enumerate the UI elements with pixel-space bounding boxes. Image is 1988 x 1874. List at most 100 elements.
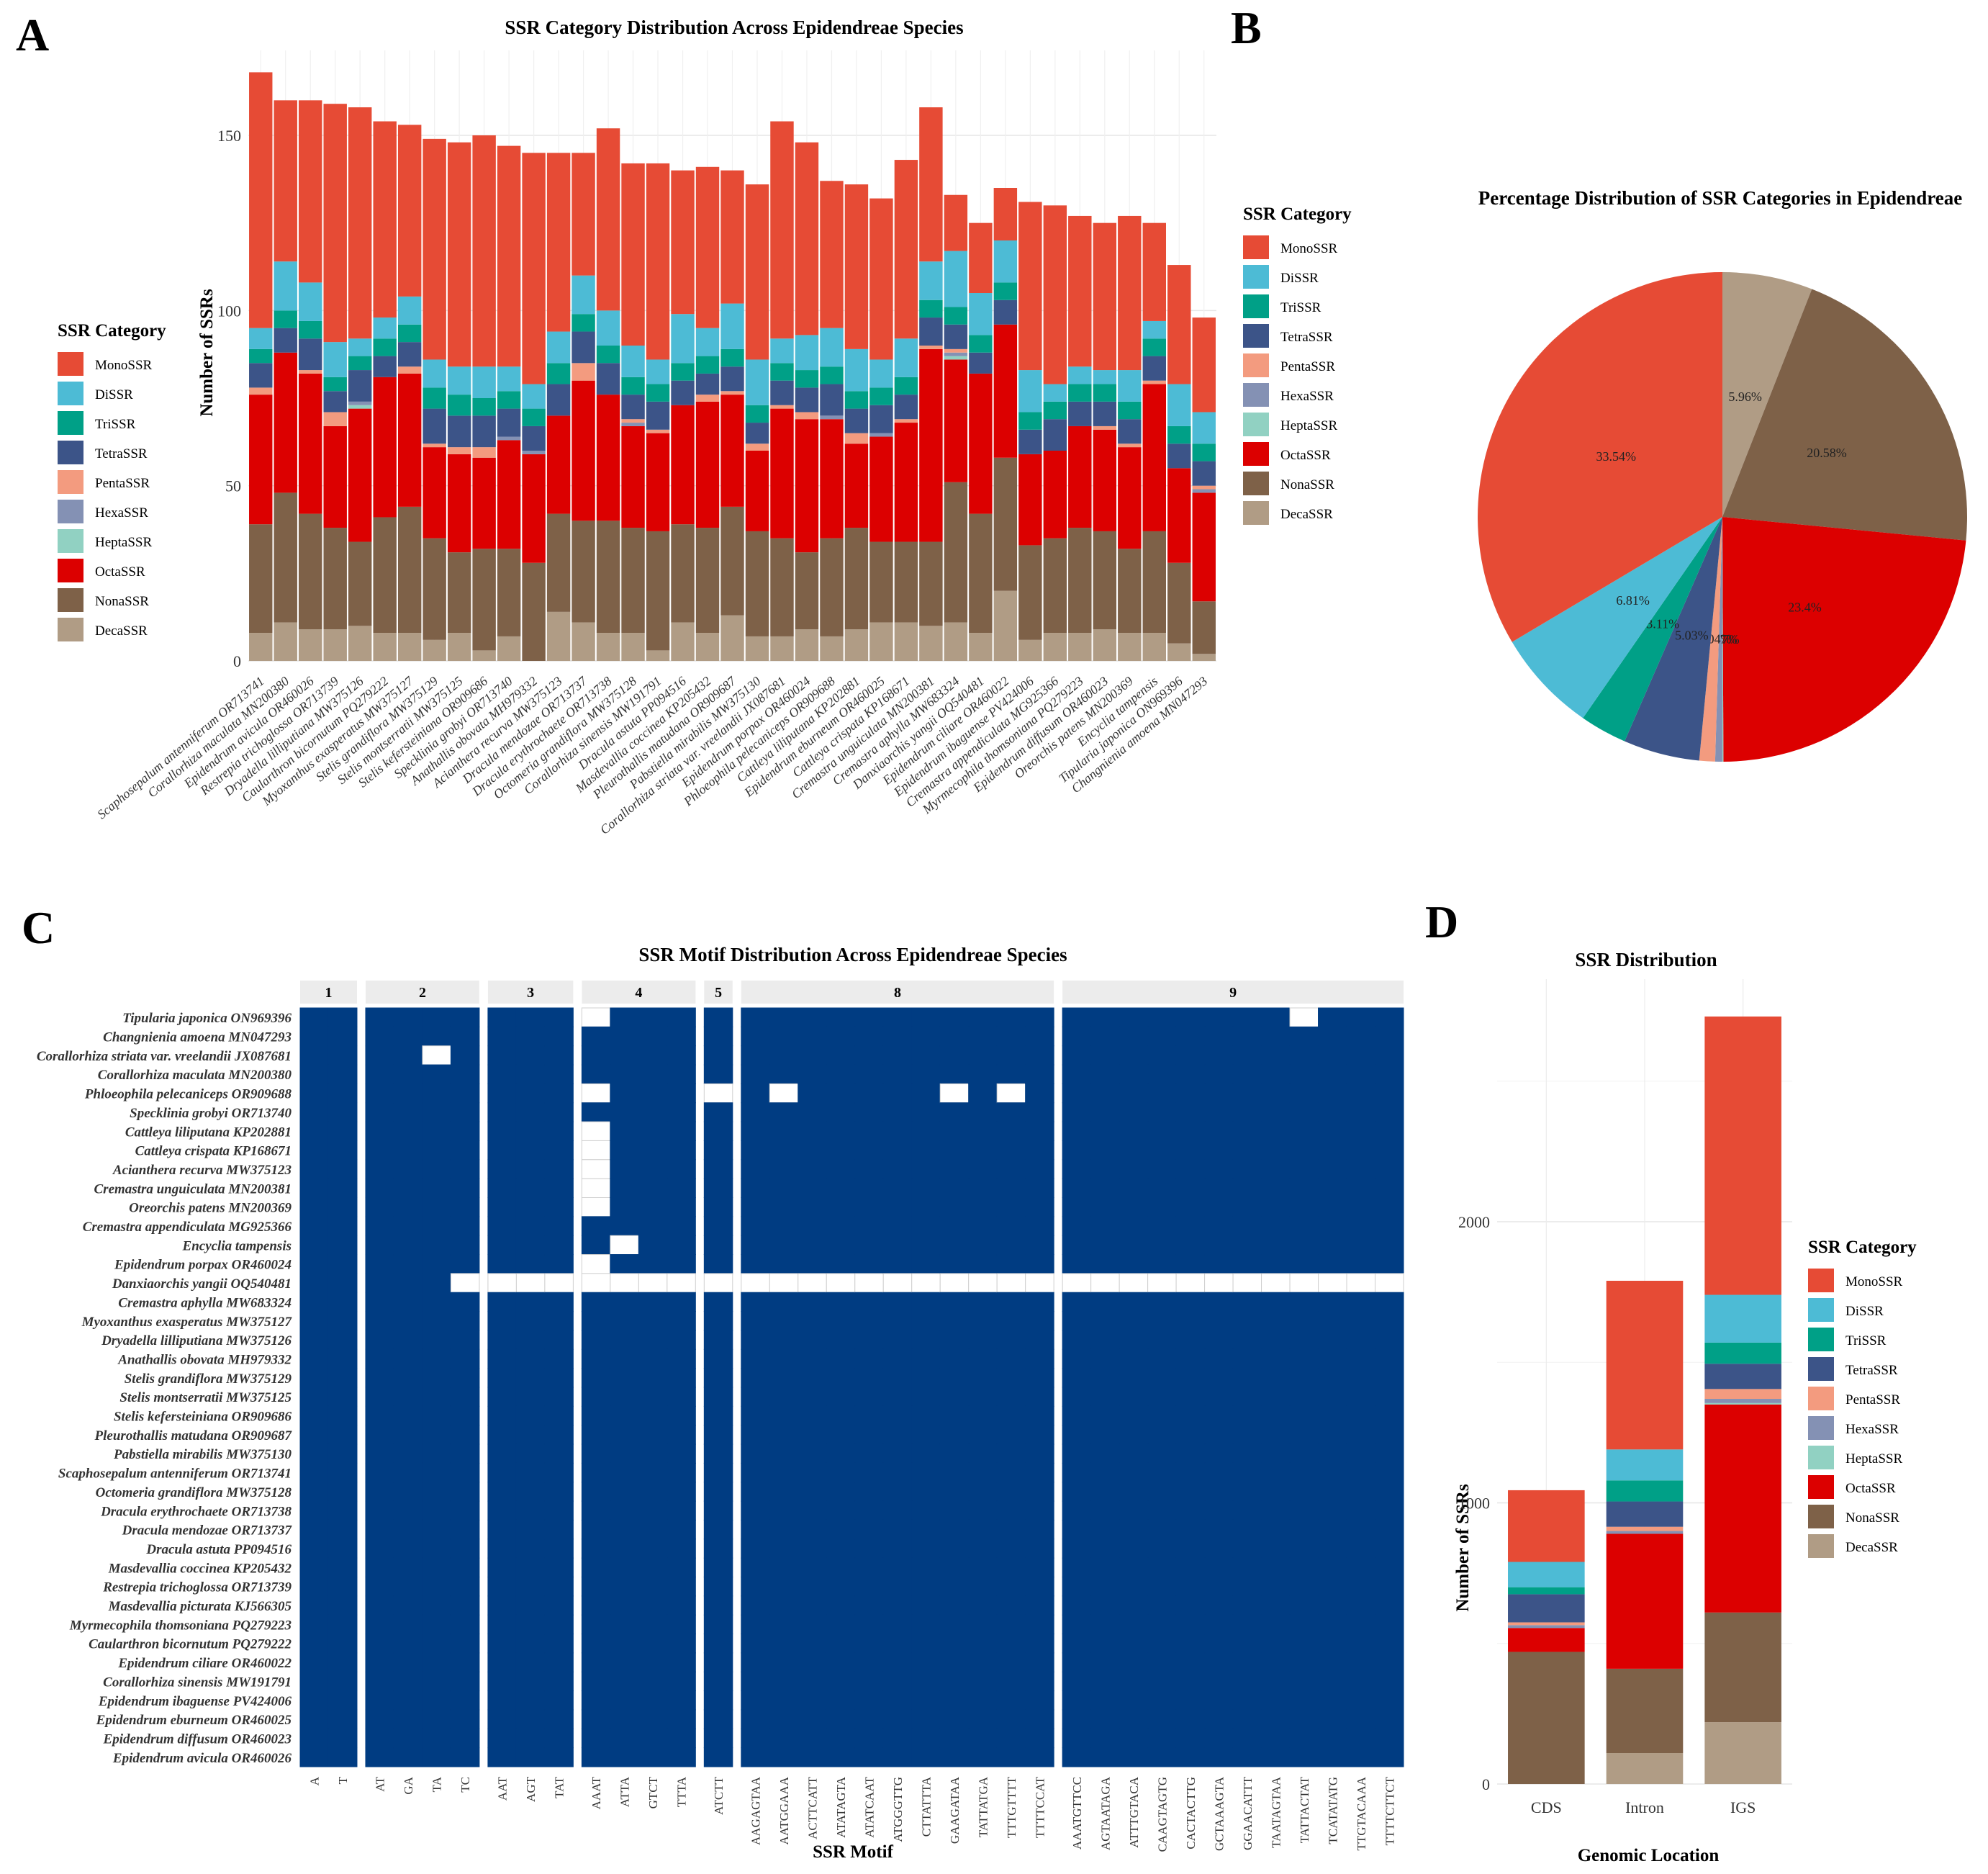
heatmap-col-label: AGT	[524, 1776, 538, 1802]
heatmap-cell	[798, 1539, 827, 1559]
heatmap-cell	[1025, 1273, 1054, 1293]
heatmap-cell	[299, 1595, 329, 1616]
heatmap-cell	[1261, 1690, 1291, 1711]
heatmap-cell	[1346, 1671, 1376, 1692]
heatmap-cell	[1090, 1159, 1120, 1179]
heatmap-cell	[1289, 1197, 1319, 1217]
heatmap-cell	[1204, 1273, 1234, 1293]
heatmap-cell	[1261, 1064, 1291, 1084]
heatmap-cell	[1119, 1083, 1149, 1104]
heatmap-cell	[581, 1045, 611, 1066]
heatmap-cell	[1289, 1216, 1319, 1236]
heatmap-cell	[1204, 1539, 1234, 1559]
heatmap-cell	[911, 1368, 941, 1388]
heatmap-cell	[826, 1387, 856, 1407]
bar-segment-decassr	[869, 622, 893, 661]
heatmap-cell	[703, 1045, 733, 1066]
bar-segment-pentassr	[944, 348, 968, 353]
heatmap-cell	[854, 1614, 884, 1635]
heatmap-cell	[610, 1197, 639, 1217]
heatmap-col-label: ATTTGTACA	[1127, 1776, 1141, 1847]
heatmap-cell	[1119, 1482, 1149, 1502]
heatmap-cell	[1090, 1709, 1120, 1729]
heatmap-cell	[769, 1539, 799, 1559]
heatmap-cell	[1062, 1405, 1092, 1426]
heatmap-cell	[968, 1671, 998, 1692]
heatmap-cell	[968, 1728, 998, 1749]
heatmap-cell	[911, 1254, 941, 1274]
heatmap-cell	[1346, 1348, 1376, 1369]
heatmap-cell	[1289, 1273, 1319, 1293]
bar-segment-decassr	[770, 636, 794, 661]
heatmap-cell	[968, 1539, 998, 1559]
heatmap-cell	[515, 1425, 546, 1445]
bar-segment-tetrassr	[373, 356, 397, 377]
heatmap-cell	[638, 1045, 668, 1066]
heatmap-cell	[610, 1083, 639, 1104]
pie-slice-hexassr	[1714, 517, 1722, 762]
heatmap-cell	[515, 1102, 546, 1122]
heatmap-cell	[1346, 1216, 1376, 1236]
heatmap-cell	[638, 1709, 668, 1729]
heatmap-cell	[1232, 1235, 1262, 1256]
heatmap-cell	[299, 1178, 329, 1199]
bar-segment-monossr	[249, 72, 273, 328]
bar-segment-octassr	[348, 408, 372, 542]
heatmap-cell	[393, 1690, 423, 1711]
bar-segment-monossr	[820, 181, 844, 328]
heatmap-cell	[667, 1368, 696, 1388]
heatmap-cell	[1261, 1634, 1291, 1654]
bar-segment-hexassr	[944, 352, 968, 356]
heatmap-cell	[1090, 1671, 1120, 1692]
heatmap-cell	[1232, 1425, 1262, 1445]
heatmap-cell	[1119, 1121, 1149, 1141]
heatmap-cell	[1375, 1235, 1404, 1256]
bar-segment-decassr	[993, 590, 1018, 661]
heatmap-cell	[1318, 1728, 1347, 1749]
heatmap-cell	[1261, 1178, 1291, 1199]
heatmap-cell	[1119, 1311, 1149, 1331]
heatmap-cell	[450, 1368, 480, 1388]
bar-segment-octassr	[1043, 451, 1067, 539]
heatmap-row-label: Cattleya crispata KP168671	[135, 1144, 292, 1159]
heatmap-cell	[1025, 1083, 1054, 1104]
heatmap-cell	[798, 1405, 827, 1426]
heatmap-col-label: CACTACTTG	[1184, 1777, 1198, 1850]
heatmap-cell	[1346, 1709, 1376, 1729]
heatmap-cell	[327, 1330, 358, 1350]
heatmap-cell	[703, 1235, 733, 1256]
heatmap-cell	[1025, 1462, 1054, 1483]
heatmap-cell	[798, 1348, 827, 1369]
heatmap-cell	[826, 1007, 856, 1027]
heatmap-cell	[327, 1311, 358, 1331]
heatmap-cell	[1147, 1387, 1177, 1407]
facet-strip	[582, 981, 696, 1004]
heatmap-cell	[1025, 1140, 1054, 1161]
bar-segment-trissr	[373, 338, 397, 356]
heatmap-cell	[939, 1690, 970, 1711]
heatmap-cell	[703, 1539, 733, 1559]
heatmap-cell	[1318, 1577, 1347, 1597]
heatmap-cell	[1232, 1216, 1262, 1236]
heatmap-cell	[1318, 1330, 1347, 1350]
bar-segment-trissr	[1704, 1342, 1781, 1364]
heatmap-cell	[365, 1311, 394, 1331]
facet-strip	[487, 981, 574, 1004]
bar-segment-dissr	[1704, 1294, 1781, 1343]
heatmap-cell	[1261, 1557, 1291, 1577]
heatmap-cell	[544, 1634, 574, 1654]
heatmap-cell	[996, 1102, 1026, 1122]
heatmap-cell	[769, 1387, 799, 1407]
bar-segment-dissr	[894, 338, 918, 377]
heatmap-cell	[1346, 1425, 1376, 1445]
heatmap-cell	[1318, 1425, 1347, 1445]
y-tick-label: 100	[217, 302, 241, 320]
heatmap-cell	[911, 1197, 941, 1217]
bar-segment-octassr	[447, 454, 471, 553]
heatmap-cell	[581, 1102, 611, 1122]
heatmap-cell	[393, 1235, 423, 1256]
heatmap-cell	[1318, 1368, 1347, 1388]
heatmap-cell	[450, 1064, 480, 1084]
bar-segment-octassr	[944, 359, 968, 482]
heatmap-cell	[826, 1443, 856, 1464]
